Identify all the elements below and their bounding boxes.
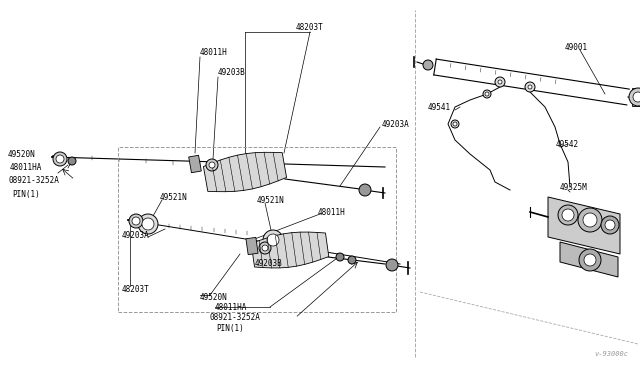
Circle shape bbox=[56, 155, 64, 163]
Polygon shape bbox=[189, 155, 202, 173]
Text: 49325M: 49325M bbox=[560, 183, 588, 192]
Circle shape bbox=[483, 90, 491, 98]
Text: 49001: 49001 bbox=[565, 42, 588, 51]
Circle shape bbox=[583, 213, 597, 227]
Text: 49520N: 49520N bbox=[8, 150, 36, 158]
Circle shape bbox=[562, 209, 574, 221]
Text: v-93000c: v-93000c bbox=[594, 351, 628, 357]
Polygon shape bbox=[252, 232, 329, 268]
Circle shape bbox=[579, 249, 601, 271]
Text: 49521N: 49521N bbox=[257, 196, 285, 205]
Text: 08921-3252A: 08921-3252A bbox=[210, 314, 261, 323]
Circle shape bbox=[498, 80, 502, 84]
Circle shape bbox=[453, 122, 457, 126]
Circle shape bbox=[138, 214, 158, 234]
Text: 48011H: 48011H bbox=[200, 48, 228, 57]
Text: 48203T: 48203T bbox=[296, 22, 324, 32]
Text: 49541: 49541 bbox=[428, 103, 451, 112]
Circle shape bbox=[142, 218, 154, 230]
Polygon shape bbox=[204, 152, 287, 192]
Circle shape bbox=[262, 245, 268, 251]
Circle shape bbox=[336, 253, 344, 261]
Text: 48011HA: 48011HA bbox=[215, 302, 248, 311]
Polygon shape bbox=[246, 237, 258, 254]
Circle shape bbox=[348, 256, 356, 264]
Circle shape bbox=[386, 259, 398, 271]
Circle shape bbox=[558, 205, 578, 225]
Text: 49203B: 49203B bbox=[218, 67, 246, 77]
Text: 08921-3252A: 08921-3252A bbox=[8, 176, 59, 185]
Text: 49203A: 49203A bbox=[122, 231, 150, 240]
Polygon shape bbox=[560, 242, 618, 277]
Circle shape bbox=[633, 92, 640, 102]
Circle shape bbox=[423, 60, 433, 70]
Circle shape bbox=[206, 159, 218, 171]
Circle shape bbox=[263, 230, 283, 250]
Circle shape bbox=[259, 242, 271, 254]
Text: 49521N: 49521N bbox=[160, 192, 188, 202]
Circle shape bbox=[53, 152, 67, 166]
Circle shape bbox=[495, 77, 505, 87]
Text: 49520N: 49520N bbox=[200, 294, 228, 302]
Circle shape bbox=[209, 162, 215, 168]
Text: 49203A: 49203A bbox=[382, 119, 410, 128]
Circle shape bbox=[528, 85, 532, 89]
Circle shape bbox=[68, 157, 76, 165]
Circle shape bbox=[132, 217, 140, 225]
Circle shape bbox=[525, 82, 535, 92]
Text: PIN(1): PIN(1) bbox=[216, 324, 244, 334]
Circle shape bbox=[601, 216, 619, 234]
Text: 48011H: 48011H bbox=[318, 208, 346, 217]
Circle shape bbox=[129, 214, 143, 228]
Circle shape bbox=[629, 88, 640, 106]
Circle shape bbox=[451, 120, 459, 128]
Circle shape bbox=[485, 92, 489, 96]
Circle shape bbox=[584, 254, 596, 266]
Text: PIN(1): PIN(1) bbox=[12, 189, 40, 199]
Text: 48203T: 48203T bbox=[122, 285, 150, 294]
Circle shape bbox=[359, 184, 371, 196]
Circle shape bbox=[605, 220, 615, 230]
Polygon shape bbox=[548, 197, 620, 254]
Circle shape bbox=[578, 208, 602, 232]
Text: 49203B: 49203B bbox=[255, 260, 283, 269]
Circle shape bbox=[267, 234, 279, 246]
Polygon shape bbox=[632, 88, 640, 106]
Text: 49542: 49542 bbox=[556, 140, 579, 148]
Text: 48011HA: 48011HA bbox=[10, 163, 42, 171]
